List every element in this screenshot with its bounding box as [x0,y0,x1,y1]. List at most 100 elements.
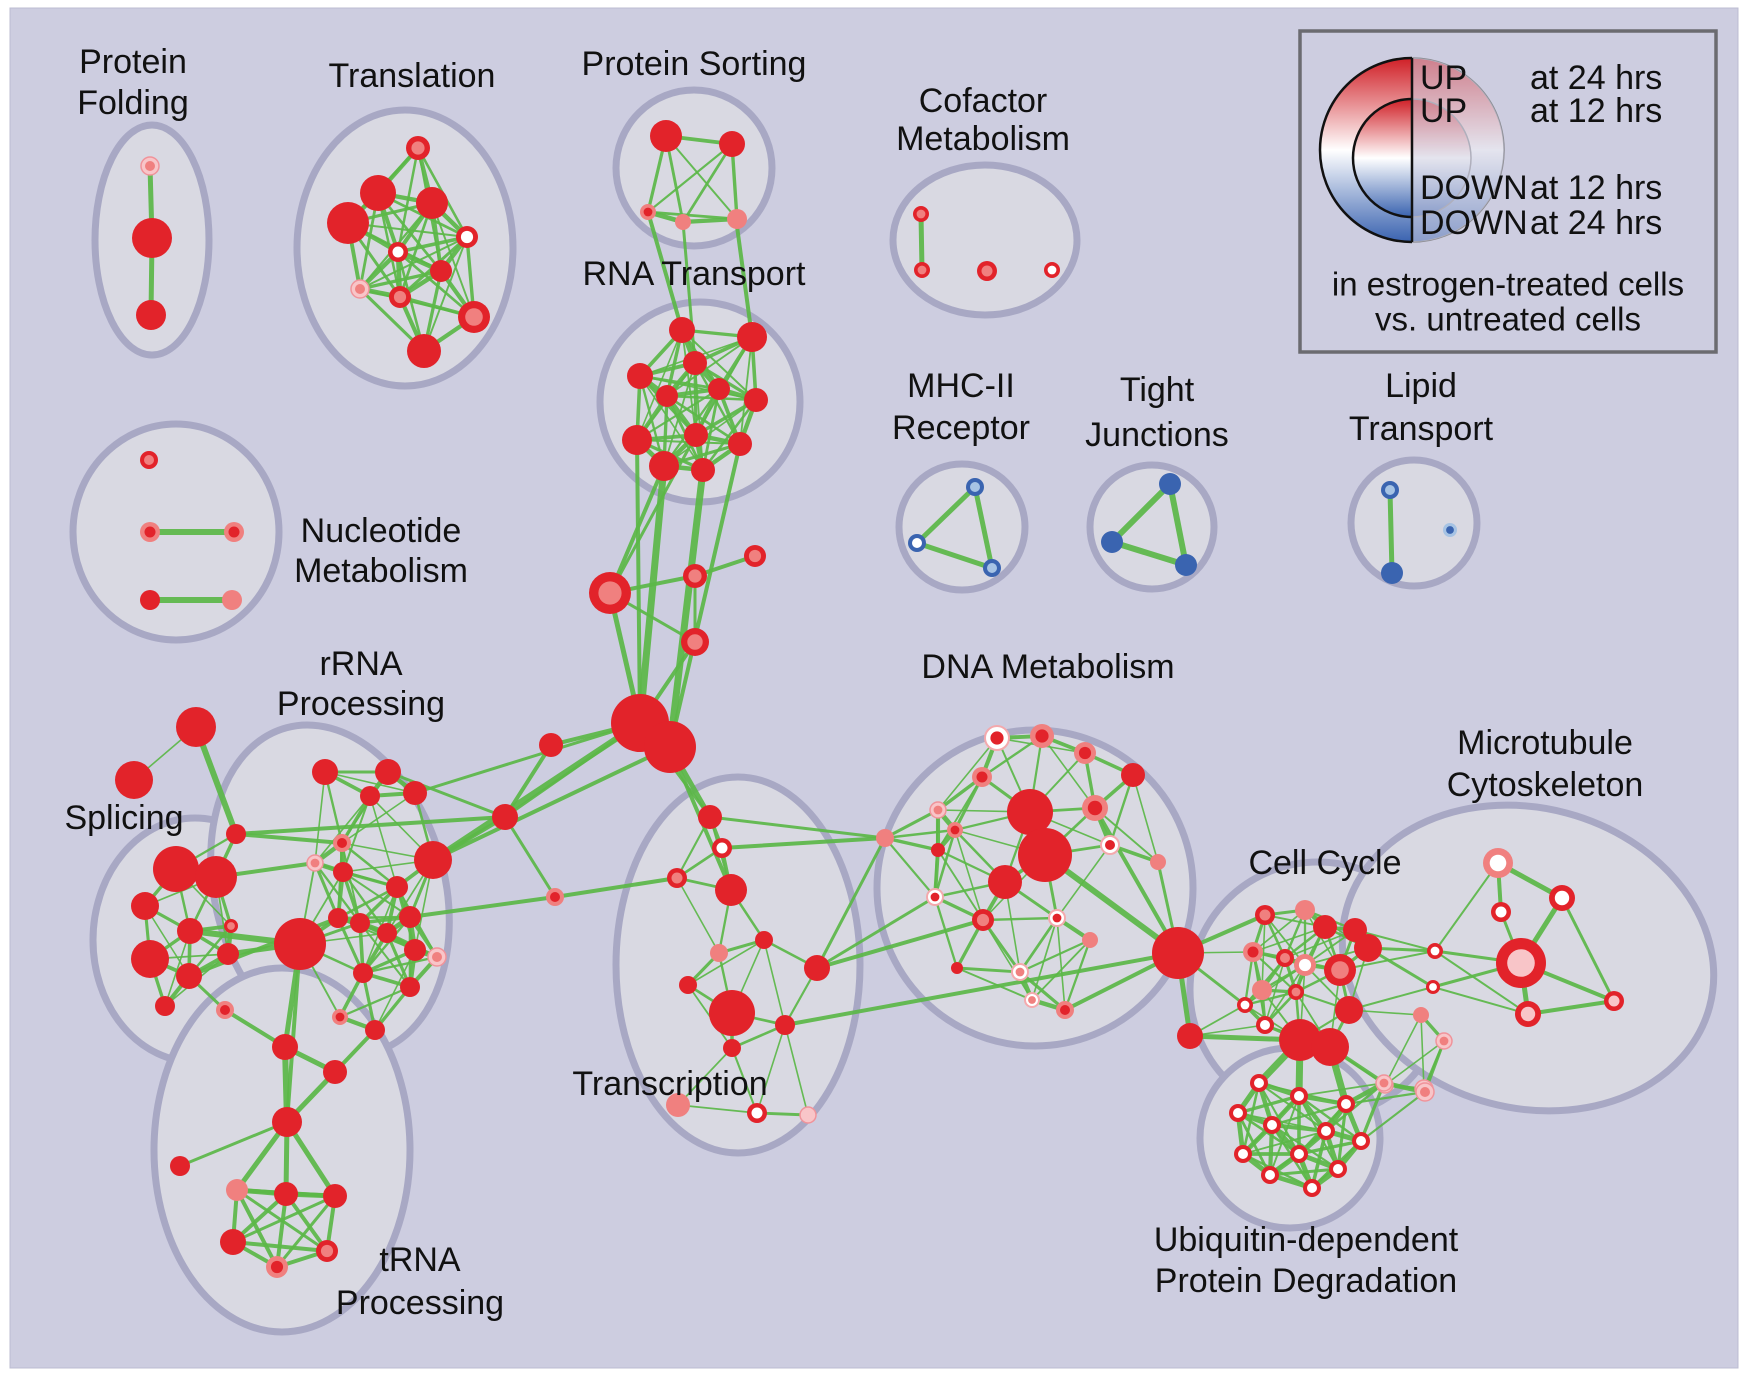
edge [1434,862,1499,952]
cluster-label-lipid-transport: Lipid [1385,367,1457,405]
node-trna-processing [170,1156,190,1176]
node-central-hub [644,721,696,773]
legend-row-label-1: UP [1420,92,1467,130]
node-center [643,207,653,217]
edge [413,721,642,795]
cluster-label-rrna-processing: rRNA [319,645,402,683]
node-center [270,1260,284,1274]
cluster-label-cofactor-metabolism: Cofactor [919,82,1048,120]
node-tight-junctions [1159,473,1181,495]
edge [1297,1139,1363,1156]
node-rrna-processing [414,841,452,879]
node-center [355,284,365,294]
edge [340,841,399,889]
edge [1252,909,1306,953]
node-cell-cycle [1295,900,1315,920]
node-trna-processing [323,1184,347,1208]
edge [341,792,416,844]
edge [1056,917,1066,1011]
node-rna-transport [622,425,652,455]
node-splicing [195,856,237,898]
node-trna-processing [272,1107,302,1137]
edge [1109,481,1173,545]
edge [178,1120,289,1168]
edge [734,217,754,339]
node-rna-transport [728,432,752,456]
edge [1387,487,1395,576]
node-rna-transport [669,317,695,343]
node-rrna-processing [274,918,326,970]
node-center [950,825,960,835]
edge [981,916,1059,922]
edge [1434,950,1529,1015]
edge [1243,990,1298,1007]
edge [1108,773,1135,847]
edge [972,484,995,571]
node-trna-processing [323,1060,347,1084]
node-center [411,141,425,155]
edge [396,235,469,254]
node-cell-cycle [1311,1028,1349,1066]
edge [639,375,704,471]
edge [701,387,721,472]
node-center [1294,1149,1304,1159]
edge [553,876,679,899]
edge [431,745,672,862]
node-rrna-processing [399,906,421,928]
edge [1236,1094,1301,1115]
edge [1268,1167,1340,1177]
node-center [1430,946,1440,956]
edge [1252,926,1326,953]
edge [1258,1082,1327,1132]
node-center [392,246,404,258]
edge [954,829,984,921]
edge [1242,1130,1327,1155]
node-splicing [153,846,199,892]
node-center [598,581,622,605]
node-center [1356,1136,1366,1146]
node-center [933,805,943,815]
node-center [432,952,442,962]
edge [980,734,1044,779]
node-transcription [799,1106,817,1124]
node-rrna-processing [360,786,380,806]
node-center [1254,1078,1264,1088]
node-splicing [226,824,246,844]
node-central-hub [539,733,563,757]
edge [956,967,1033,1001]
node-center [1520,1006,1536,1022]
legend-right-wash [1412,58,1504,242]
edge [739,336,753,445]
node-splicing [217,943,239,965]
node-rrna-processing [400,977,420,997]
edge [1420,1014,1425,1090]
node-center [1240,1000,1250,1010]
node-center [1265,1170,1275,1180]
edge [676,877,720,954]
node-tight-junctions [1175,554,1197,576]
cluster-label-splicing: Splicing [64,799,183,837]
edge [635,387,721,442]
node-transcription [709,990,755,1036]
node-transcription [755,931,773,949]
edge [681,220,697,365]
node-center [1331,961,1349,979]
node-center [1260,1020,1270,1030]
legend-inner-left-outline [1351,97,1413,219]
node-protein-folding [132,218,172,258]
node-center [1446,526,1454,534]
cluster-label-rna-transport: RNA Transport [583,255,807,293]
edge [408,895,557,919]
node-center [976,913,990,927]
node-splicing [115,761,153,799]
node-protein-sorting [719,131,745,157]
node-trna-processing [220,1229,246,1255]
edge [359,236,468,290]
node-cell-cycle [1279,1019,1321,1061]
edge [1284,929,1356,959]
edge [1560,896,1616,1003]
node-rna-transport [684,423,708,447]
edge [663,399,757,467]
edge [883,836,937,899]
node-cell-cycle [1354,934,1382,962]
